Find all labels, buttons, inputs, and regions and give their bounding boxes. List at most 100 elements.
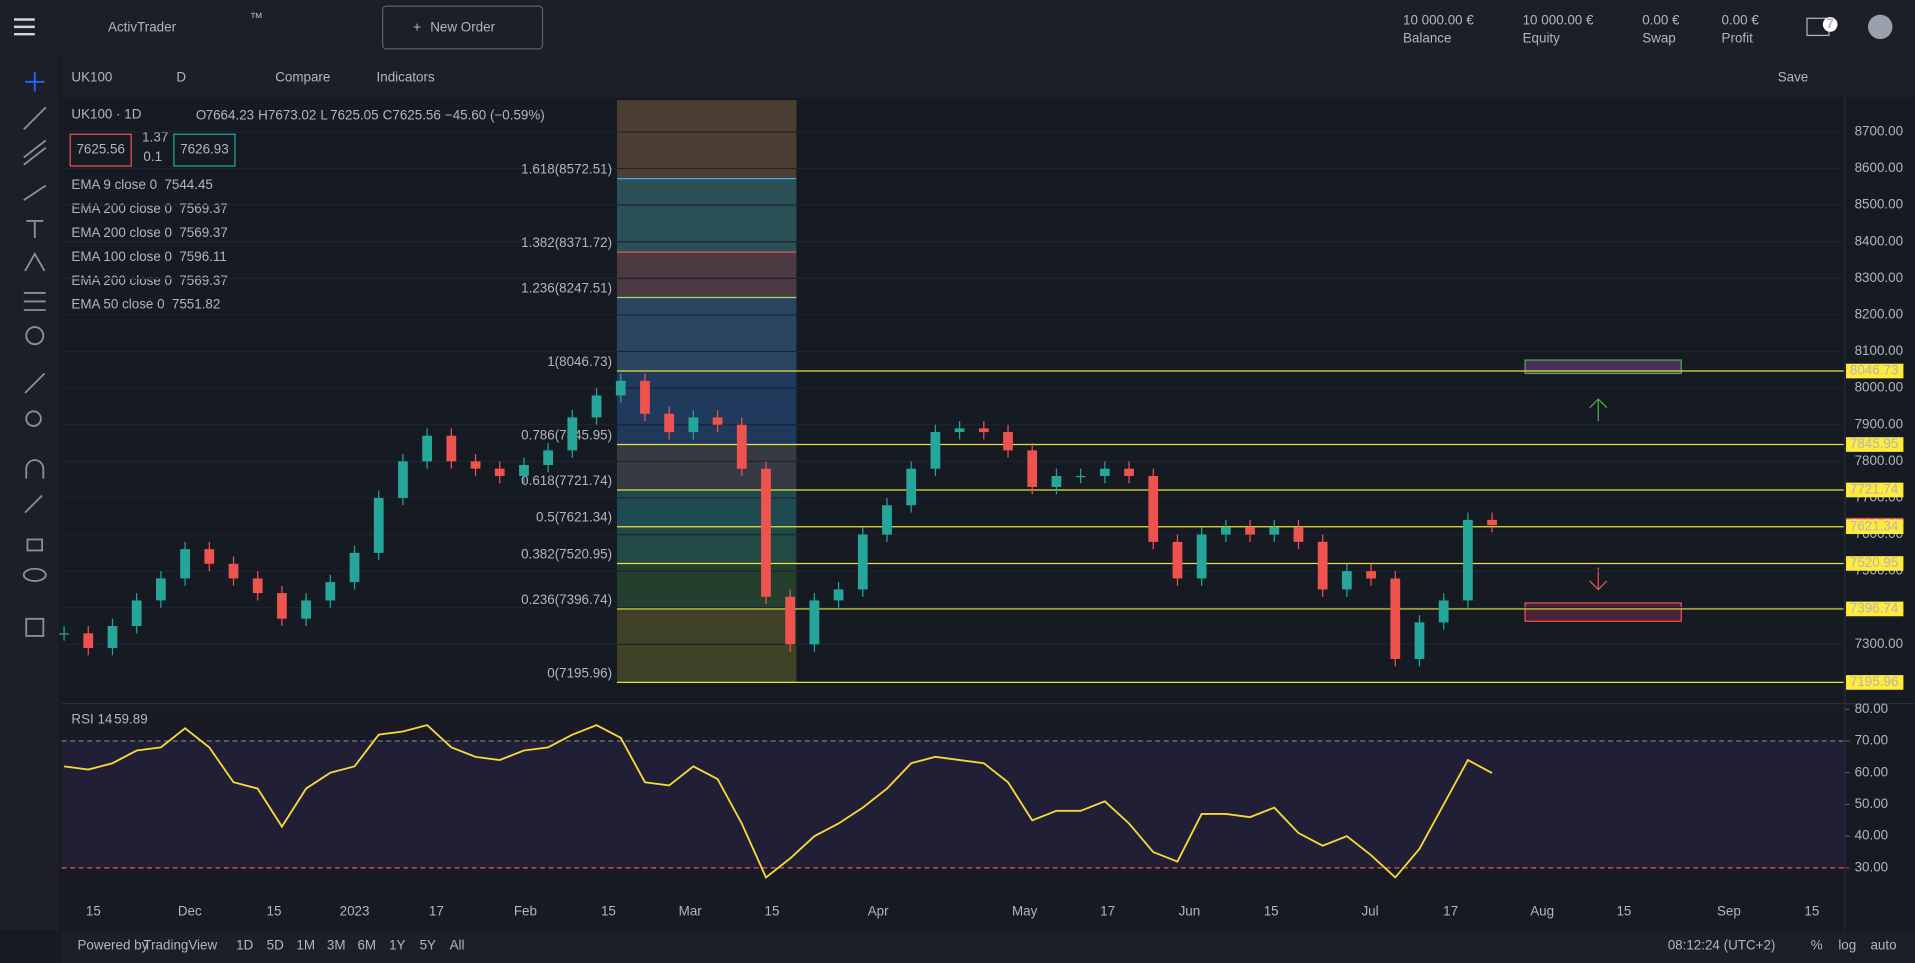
stat-label: Swap: [1642, 31, 1676, 46]
ohlc-key: H: [258, 107, 268, 122]
candle: [882, 505, 892, 535]
candle: [1124, 468, 1134, 476]
candle: [1269, 527, 1280, 535]
price-label-bg: [1846, 601, 1904, 617]
candle: [785, 596, 796, 645]
x-tick-label: Mar: [679, 903, 703, 918]
y-tick-label: 8600.00: [1855, 160, 1903, 175]
drawing-tools[interactable]: [22, 72, 47, 637]
range-button[interactable]: 5D: [267, 937, 284, 952]
menu-icon[interactable]: [14, 18, 35, 36]
y-tick-label: 80.00: [1855, 701, 1889, 716]
y-tick-label: 8700.00: [1855, 123, 1903, 138]
candle: [567, 417, 578, 451]
price-label-bg: [1846, 482, 1904, 498]
rsi-value: 59.89: [114, 712, 148, 727]
candle: [736, 424, 747, 469]
stat-value: 0.00 €: [1642, 12, 1680, 27]
candle: [446, 435, 457, 462]
indicator-value: 7596.11: [179, 249, 226, 264]
indicator-value: 7544.45: [164, 177, 212, 192]
buy-price: 7626.93: [180, 142, 228, 157]
fib-label: 0.618(7721.74): [521, 473, 612, 488]
candle: [228, 563, 239, 579]
chart-toolbar: [61, 59, 1915, 98]
x-tick-label: 15: [86, 903, 101, 918]
candle: [664, 413, 675, 433]
plus: +: [413, 20, 421, 35]
range-button[interactable]: All: [450, 937, 465, 952]
candle: [325, 582, 336, 601]
range-button[interactable]: 1M: [296, 937, 315, 952]
indicator-name: EMA 200 close 0: [71, 201, 172, 216]
x-tick-label: 17: [429, 903, 444, 918]
price-label-bg: [1846, 519, 1904, 535]
range-button[interactable]: 1D: [236, 937, 253, 952]
candle: [180, 549, 190, 579]
indicator-value: 7569.37: [179, 273, 227, 288]
ohlc-value: 7664.23: [206, 107, 254, 122]
candle: [107, 626, 118, 649]
stop-box: [1524, 602, 1682, 622]
range-button[interactable]: 1Y: [389, 937, 405, 952]
candle: [1220, 527, 1231, 535]
candle: [422, 435, 433, 462]
y-tick-label: 40.00: [1855, 828, 1889, 843]
candle: [1414, 622, 1425, 659]
spread: 0.1: [143, 149, 162, 164]
x-tick-label: 15: [1264, 903, 1279, 918]
logo-tm: ™: [250, 10, 263, 25]
candle: [301, 600, 311, 619]
log-toggle[interactable]: log: [1838, 937, 1856, 952]
y-tick-label: 30.00: [1855, 859, 1889, 874]
stat-value: 10 000.00 €: [1403, 12, 1474, 27]
x-tick-label: Apr: [868, 903, 889, 918]
y-tick-label: 8000.00: [1855, 380, 1903, 395]
ohlc-value: 7673.02: [268, 107, 316, 122]
price-label: 7396.74: [1850, 600, 1899, 615]
candle: [1148, 475, 1159, 542]
indicator-name: EMA 50 close 0: [71, 297, 164, 312]
mail-badge: [1822, 17, 1838, 32]
candle: [470, 461, 481, 469]
range-button[interactable]: 6M: [357, 937, 376, 952]
fib-label: 1(8046.73): [547, 354, 612, 369]
ohlc-key: O: [196, 107, 206, 122]
candle: [494, 468, 505, 476]
x-tick-label: Jun: [1179, 903, 1201, 918]
x-tick-label: 2023: [340, 903, 370, 918]
avatar[interactable]: [1868, 14, 1893, 40]
tool-column: [0, 59, 60, 931]
up-arrow: [1589, 398, 1608, 422]
x-tick-label: 15: [1804, 903, 1819, 918]
candle: [519, 464, 529, 476]
new-order-button[interactable]: [382, 5, 544, 50]
candle: [978, 428, 989, 433]
price-label-bg: [1846, 556, 1904, 571]
price-label-bg: [1846, 437, 1904, 452]
percent-toggle[interactable]: %: [1811, 937, 1823, 952]
candle: [1027, 450, 1038, 487]
candle: [59, 633, 69, 635]
candle: [1245, 527, 1255, 535]
x-tick-label: Aug: [1530, 903, 1554, 918]
rsi-line: [63, 724, 1493, 879]
range-button[interactable]: 5Y: [420, 937, 436, 952]
range-button[interactable]: 3M: [327, 937, 346, 952]
brand: TradingView: [143, 937, 217, 952]
interval: D: [176, 70, 186, 85]
price-label: 7520.95: [1850, 555, 1898, 570]
fib-label: 1.236(8247.51): [521, 281, 612, 296]
candle: [156, 578, 166, 601]
x-tick-label: Feb: [514, 903, 537, 918]
auto-toggle[interactable]: auto: [1870, 937, 1896, 952]
sell-box: [69, 133, 132, 167]
candle: [712, 417, 723, 425]
candle: [1463, 519, 1473, 601]
x-tick-label: 15: [601, 903, 616, 918]
fib-zone: [616, 297, 797, 372]
fib-label: 0.5(7621.34): [536, 510, 612, 525]
x-tick-label: May: [1012, 903, 1038, 918]
